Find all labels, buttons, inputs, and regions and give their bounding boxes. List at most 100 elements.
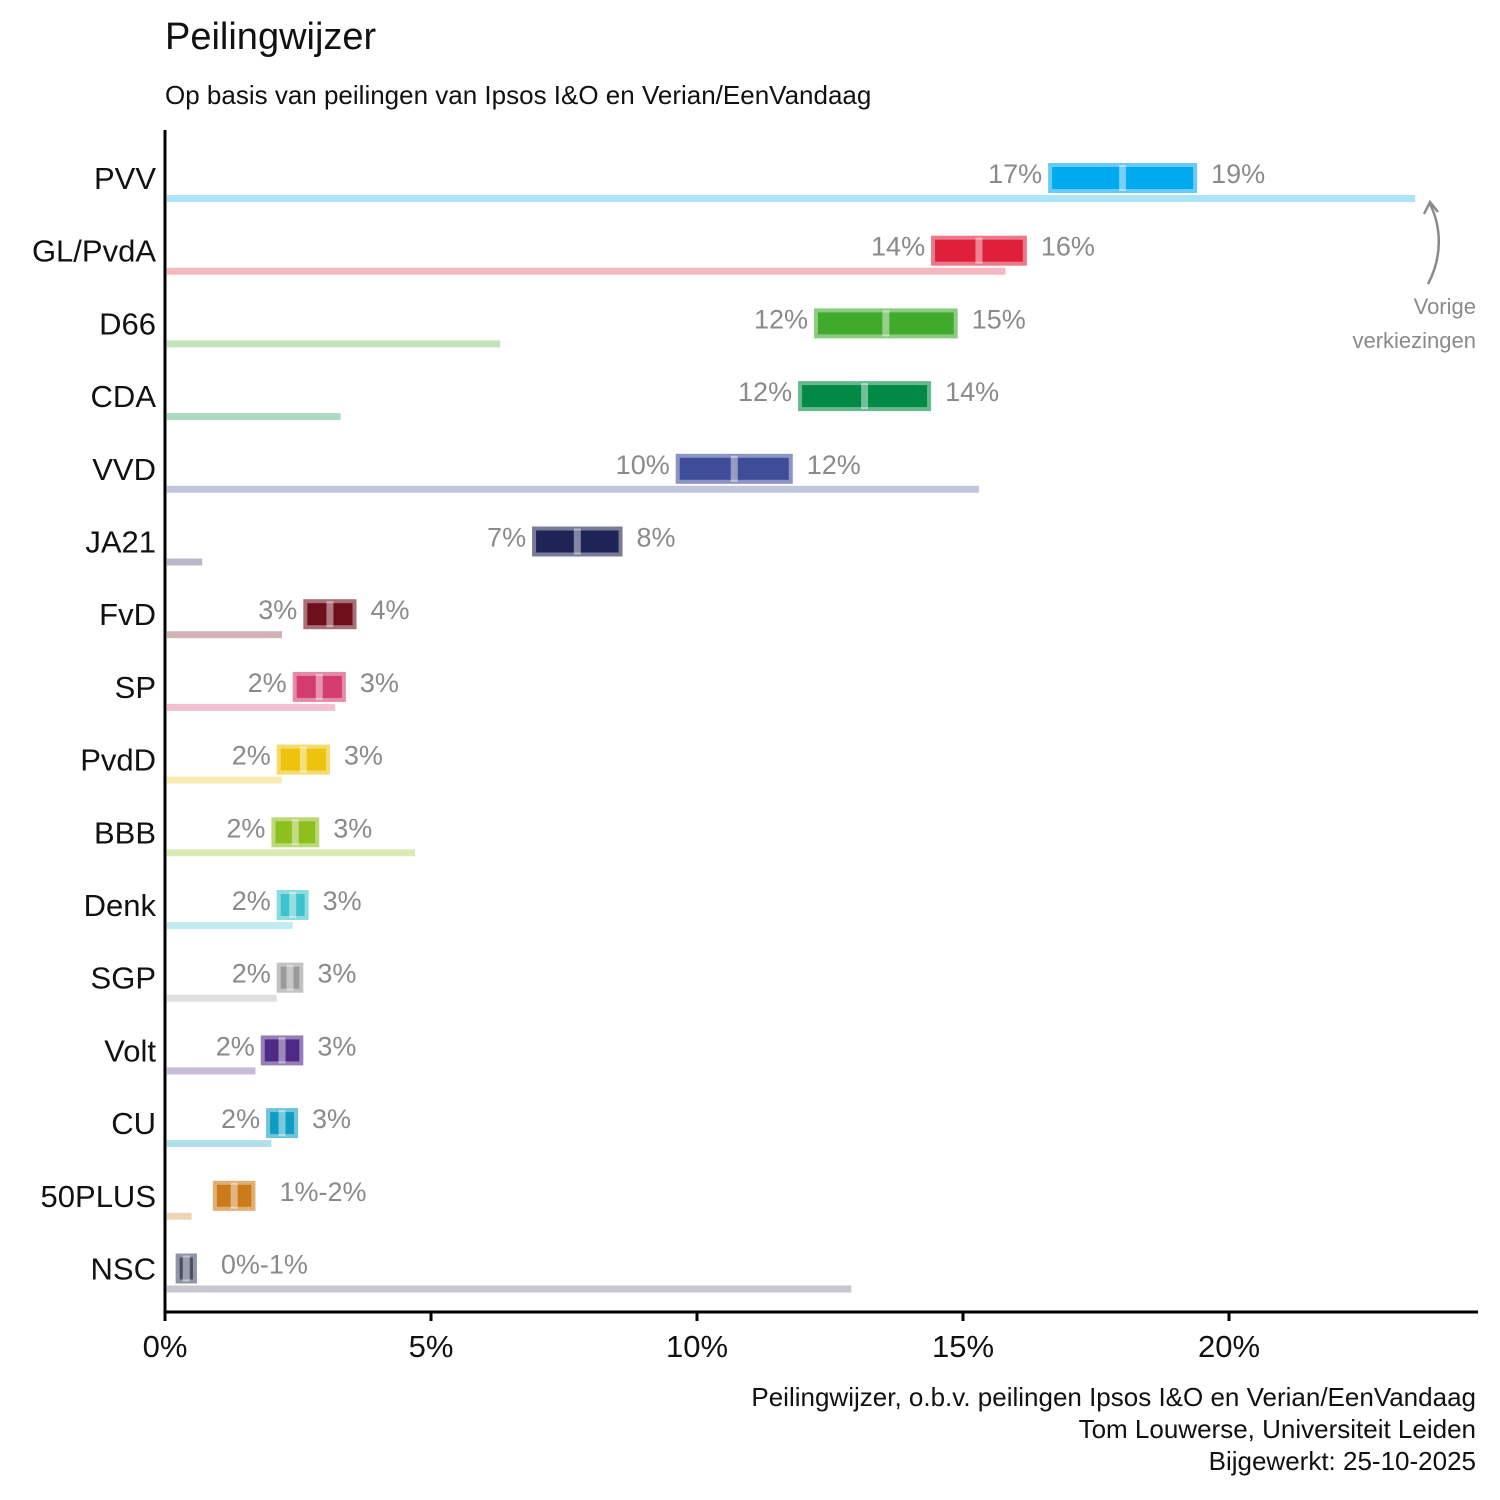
range-inner-denk [280, 894, 305, 916]
range-low-label-vvd: 10% [616, 450, 670, 480]
range-high-label-cu: 3% [312, 1104, 351, 1134]
party-name-pvdd: PvdD [80, 743, 156, 778]
previous-bar-sgp [167, 994, 277, 1002]
range-high-label-cda: 14% [945, 377, 999, 407]
party-name-bbb: BBB [94, 815, 156, 850]
credit-source: Peilingwijzer, o.b.v. peilingen Ipsos I&… [751, 1382, 1476, 1412]
credit-updated: Bijgewerkt: 25-10-2025 [1208, 1446, 1476, 1476]
range-low-label-gl-pvda: 14% [871, 232, 925, 262]
range-low-label-pvdd: 2% [232, 741, 271, 771]
range-midpoint-d66 [882, 310, 890, 337]
range-high-label-sp: 3% [360, 668, 399, 698]
party-name-cda: CDA [91, 379, 157, 414]
party-name-vvd: VVD [92, 452, 156, 487]
range-high-label-pvv: 19% [1211, 159, 1265, 189]
range-low-label-d66: 12% [754, 304, 808, 334]
range-midpoint-sp [315, 673, 323, 700]
range-inner-fvd [307, 603, 353, 626]
previous-bar-volt [167, 1067, 256, 1075]
previous-bar-pvdd [167, 776, 283, 784]
previous-bar-cu [167, 1140, 272, 1148]
range-low-label-sgp: 2% [232, 959, 271, 989]
annotation-arrowhead [1422, 199, 1439, 215]
range-low-label-sp: 2% [248, 668, 287, 698]
axes: 0% 5% 10% 15% 20% [143, 130, 1478, 1364]
range-midpoint-vvd [730, 455, 738, 482]
range-midpoint-50plus [230, 1182, 238, 1209]
previous-bar-ja21 [167, 558, 203, 566]
range-inner-volt [264, 1039, 300, 1062]
range-inner-gl-pvda [935, 239, 1023, 262]
previous-bar-pvv [167, 195, 1416, 202]
range-low-label-cu: 2% [221, 1104, 260, 1134]
range-midpoint-volt [278, 1037, 286, 1064]
range-inner-ja21 [536, 530, 619, 553]
party-name-fvd: FvD [99, 597, 156, 632]
previous-bar-bbb [167, 849, 416, 857]
party-name-gl-pvda: GL/PvdA [32, 234, 156, 269]
previous-bar-gl-pvda [167, 267, 1006, 275]
annotation-arrow [1426, 203, 1440, 285]
range-high-label-sgp: 3% [317, 959, 356, 989]
range-high-label-d66: 15% [972, 304, 1026, 334]
range-high-label-50plus: 1%-2% [279, 1177, 366, 1207]
previous-bar-cda [167, 413, 341, 421]
previous-bar-fvd [167, 631, 283, 639]
range-high-label-vvd: 12% [807, 450, 861, 480]
party-name-sp: SP [115, 670, 156, 705]
range-midpoint-bbb [291, 819, 299, 846]
party-name-50plus: 50PLUS [41, 1179, 156, 1214]
annotation-line-1: Vorige [1414, 294, 1476, 319]
previous-bar-vvd [167, 485, 979, 493]
range-midpoint-cda [861, 383, 869, 410]
range-inner-cda [802, 385, 928, 408]
party-name-ja21: JA21 [85, 525, 156, 560]
x-tick-label: 15% [932, 1329, 994, 1364]
previous-bar-d66 [167, 340, 501, 348]
party-name-denk: Denk [84, 888, 157, 923]
range-midpoint-pvdd [299, 746, 307, 773]
range-low-label-fvd: 3% [258, 595, 297, 625]
x-tick-label: 10% [666, 1329, 728, 1364]
annotation-line-2: verkiezingen [1352, 328, 1476, 353]
range-midpoint-sgp [286, 964, 294, 991]
range-inner-sp [296, 675, 342, 698]
range-midpoint-gl-pvda [975, 237, 983, 264]
credit-author: Tom Louwerse, Universiteit Leiden [1078, 1414, 1476, 1444]
range-midpoint-ja21 [573, 528, 581, 555]
range-low-label-pvv: 17% [988, 159, 1042, 189]
range-high-label-volt: 3% [317, 1031, 356, 1061]
range-low-label-volt: 2% [216, 1031, 255, 1061]
range-inner-pvv [1052, 167, 1194, 189]
range-high-label-denk: 3% [323, 886, 362, 916]
range-high-label-fvd: 4% [371, 595, 410, 625]
party-name-nsc: NSC [91, 1252, 156, 1287]
chart-title: Peilingwijzer [165, 16, 377, 58]
range-low-label-cda: 12% [738, 377, 792, 407]
range-inner-cu [270, 1112, 294, 1135]
poll-range-bars [175, 163, 1198, 1284]
range-high-label-pvdd: 3% [344, 741, 383, 771]
range-midpoint-nsc [182, 1255, 190, 1282]
range-high-label-bbb: 3% [333, 813, 372, 843]
previous-bar-denk [167, 922, 293, 929]
range-inner-50plus [216, 1184, 252, 1207]
range-high-label-ja21: 8% [637, 523, 676, 553]
range-inner-vvd [679, 457, 789, 480]
range-midpoint-fvd [326, 601, 334, 628]
party-name-sgp: SGP [91, 961, 156, 996]
previous-election-annotation: Vorige verkiezingen [1352, 199, 1476, 353]
previous-election-bars [167, 195, 1416, 1293]
range-midpoint-cu [278, 1110, 286, 1137]
range-low-label-ja21: 7% [487, 523, 526, 553]
range-midpoint-denk [289, 892, 297, 918]
range-midpoint-pvv [1119, 165, 1127, 191]
party-name-d66: D66 [99, 306, 156, 341]
party-name-cu: CU [111, 1106, 156, 1141]
party-name-volt: Volt [104, 1033, 156, 1068]
previous-bar-nsc [167, 1285, 852, 1293]
range-low-label-bbb: 2% [226, 813, 265, 843]
range-low-label-denk: 2% [232, 886, 271, 916]
range-inner-nsc [179, 1257, 193, 1280]
